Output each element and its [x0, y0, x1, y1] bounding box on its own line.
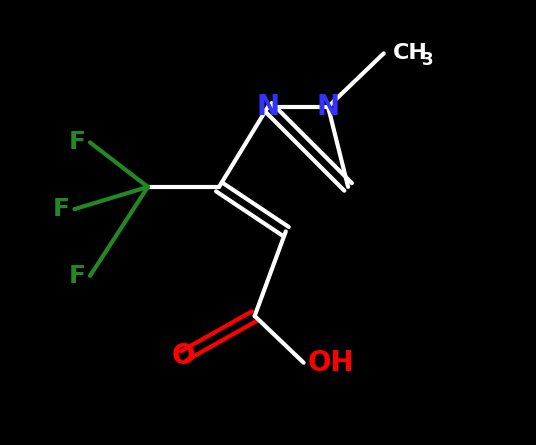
Text: F: F	[53, 197, 70, 221]
Text: F: F	[69, 130, 86, 154]
Text: N: N	[317, 93, 340, 121]
Text: CH: CH	[392, 44, 428, 63]
Text: N: N	[256, 93, 280, 121]
Text: OH: OH	[308, 349, 355, 376]
Text: F: F	[69, 264, 86, 288]
Text: 3: 3	[421, 51, 433, 69]
Text: O: O	[172, 342, 195, 370]
